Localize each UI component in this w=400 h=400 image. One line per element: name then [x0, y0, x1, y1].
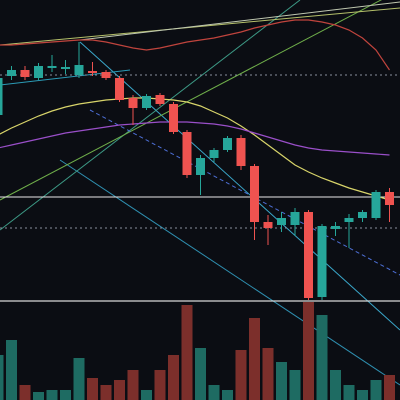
- candle-body: [277, 218, 286, 225]
- volume-bar: [357, 390, 368, 400]
- trend-line: [79, 1, 400, 41]
- candle-body: [250, 166, 259, 222]
- candle-body: [385, 192, 394, 205]
- candle-body: [7, 70, 16, 76]
- candle-body: [209, 150, 219, 158]
- candle-body: [34, 66, 43, 78]
- trend-line: [0, 0, 301, 231]
- volume-bar: [141, 390, 152, 400]
- volume-bar: [249, 318, 260, 400]
- trend-line: [0, 7, 400, 46]
- volume-bar: [208, 385, 220, 400]
- volume-bar: [384, 375, 395, 400]
- volume-bar: [87, 378, 98, 400]
- trend-line: [89, 109, 400, 276]
- candle-body: [142, 96, 151, 108]
- candle-body: [358, 212, 367, 218]
- candle-body: [47, 66, 57, 68]
- candle-body: [236, 138, 246, 166]
- volume-bar: [154, 370, 166, 400]
- volume-bar: [73, 358, 85, 400]
- volume-bar: [276, 362, 287, 400]
- volume-bar: [46, 390, 58, 400]
- volume-bar: [33, 392, 44, 400]
- candle-body: [155, 95, 165, 104]
- volume-bar: [195, 348, 206, 400]
- volume-bar: [19, 385, 31, 400]
- volume-bar: [114, 380, 125, 400]
- candle-body: [169, 104, 178, 132]
- candle-body: [263, 222, 273, 228]
- trend-line: [79, 41, 400, 331]
- volume-bar: [343, 385, 355, 400]
- volume-bar: [0, 355, 4, 400]
- candle-body: [331, 226, 340, 229]
- candle-body: [74, 65, 84, 75]
- candle-body: [61, 67, 70, 69]
- volume-bar: [60, 390, 71, 400]
- volume-bar: [262, 348, 274, 400]
- candle-body: [115, 78, 124, 100]
- volume-bar: [100, 385, 112, 400]
- candle-body: [0, 78, 3, 115]
- candle-body: [304, 212, 313, 298]
- candle-body: [223, 138, 232, 150]
- candle-body: [128, 98, 138, 108]
- volume-bar: [127, 370, 139, 400]
- volume-bar: [168, 355, 179, 400]
- candle-body: [344, 218, 354, 222]
- candle-body: [317, 226, 327, 297]
- candle-body: [101, 72, 111, 78]
- candle-body: [20, 70, 30, 77]
- volume-bar: [289, 370, 301, 400]
- volume-bar: [6, 340, 17, 400]
- overlay-line: [0, 19, 390, 71]
- overlay-line: [0, 121, 390, 156]
- candle-body: [88, 71, 97, 73]
- volume-bar: [316, 315, 328, 400]
- overlay-line: [0, 97, 390, 201]
- volume-bar: [235, 350, 247, 400]
- volume-bar: [330, 370, 341, 400]
- candle-body: [196, 158, 205, 175]
- volume-bar: [370, 380, 382, 400]
- volume-bar: [222, 390, 233, 400]
- candle-body: [290, 212, 300, 225]
- volume-bar: [181, 305, 193, 400]
- candle-body: [371, 192, 381, 218]
- candle-body: [182, 132, 192, 175]
- volume-bar: [303, 302, 314, 400]
